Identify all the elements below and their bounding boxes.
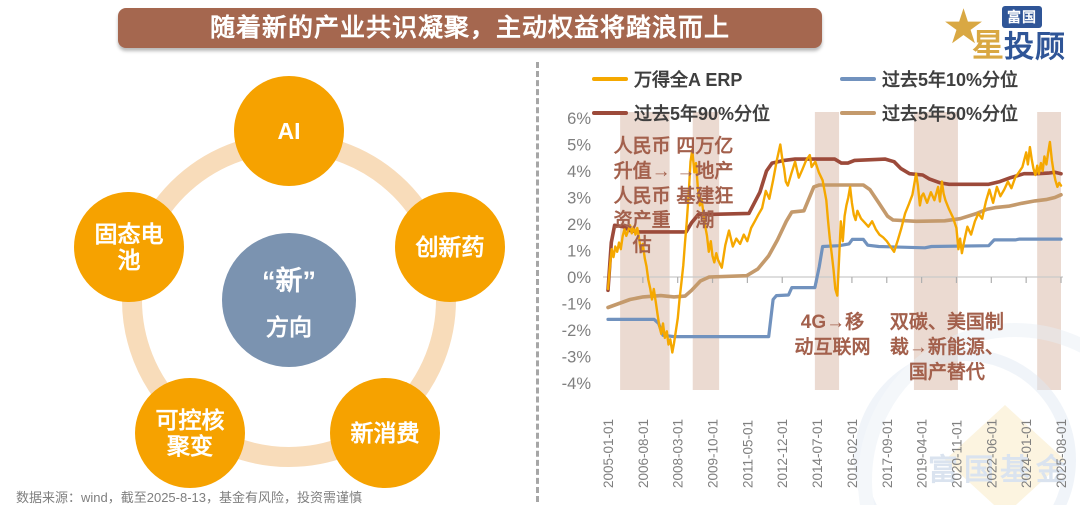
- x-tick-label: 2011-05-01: [740, 420, 755, 488]
- diagram-node-new-consumption: 新消费: [330, 378, 440, 488]
- diagram-center-circle: “新” 方向: [222, 233, 356, 367]
- erp-chart: 富国基金 2005-01-01 2006-08-01 2008-03-01 2009-1…: [545, 60, 1080, 505]
- diagram-node-label: 创新药: [415, 233, 485, 260]
- highlight-band: [913, 112, 958, 390]
- legend-line-swatch: [592, 111, 628, 115]
- y-tick-label: 0%: [567, 269, 591, 287]
- series-line: [606, 157, 1063, 293]
- x-tick-label: 2009-10-01: [706, 419, 721, 488]
- y-tick-label: -2%: [562, 322, 592, 340]
- x-tick-label: 2014-07-01: [810, 419, 825, 488]
- y-tick-label: -1%: [562, 296, 592, 314]
- legend-label: 过去5年90%分位: [634, 104, 771, 124]
- y-tick-label: 2%: [567, 216, 591, 234]
- watermark: 富国基金: [854, 323, 1080, 505]
- series-line: [606, 183, 1063, 310]
- x-tick-label: 2022-06-01: [984, 419, 999, 488]
- diagram-node-fusion: 可控核聚变: [135, 378, 245, 488]
- legend-line-swatch: [592, 77, 628, 81]
- diagram-node-label: 可控核聚变: [155, 406, 225, 459]
- x-tick-label: 2012-12-01: [775, 419, 790, 488]
- x-tick-label: 2008-03-01: [671, 419, 686, 488]
- new-directions-diagram: AI 创新药 固态电池 可控核聚变 新消费 “新” 方向: [0, 55, 530, 488]
- svg-text:富国基金: 富国基金: [928, 453, 1072, 487]
- diagram-node-innovative-drugs: 创新药: [395, 192, 505, 302]
- legend-label: 万得全A ERP: [634, 70, 743, 90]
- x-tick-label: 2019-04-01: [915, 419, 930, 488]
- y-tick-label: -4%: [562, 375, 592, 393]
- logo-brand-badge: 富国: [1002, 6, 1042, 28]
- fullgoal-logo: ★ 富国 星 投顾: [942, 1, 1080, 65]
- x-tick-label: 2005-01-01: [601, 419, 616, 488]
- legend-item: 万得全A ERP: [592, 66, 840, 92]
- legend-line-swatch: [840, 111, 876, 115]
- page-title: 随着新的产业共识凝聚，主动权益将踏浪而上: [118, 8, 822, 48]
- legend-item: 过去5年10%分位: [840, 66, 1018, 92]
- diagram-node-solid-state-battery: 固态电池: [74, 192, 184, 302]
- legend-item: 过去5年50%分位: [840, 100, 1018, 126]
- y-tick-label: -3%: [562, 349, 592, 367]
- x-tick-label: 2025-08-01: [1054, 419, 1069, 488]
- erp-chart-svg: 富国基金 2005-01-01 2006-08-01 2008-03-01 2009-1…: [562, 110, 1080, 505]
- x-tick-label: 2020-11-01: [949, 420, 964, 488]
- series-line: [606, 140, 1063, 354]
- x-tick-label: 2024-01-01: [1019, 419, 1034, 488]
- diagram-node-ai: AI: [234, 76, 344, 186]
- y-tick-label: 4%: [567, 163, 591, 181]
- y-tick-label: 1%: [567, 243, 591, 261]
- x-tick-label: 2006-08-01: [636, 419, 651, 488]
- section-divider: [536, 62, 539, 502]
- logo-text-tougu: 投顾: [1004, 31, 1066, 64]
- chart-legend: 万得全A ERP 过去5年10%分位过去5年90%分位 过去5年50%分位: [592, 66, 1018, 126]
- highlight-band: [814, 112, 840, 390]
- center-label-line1: “新”: [262, 265, 316, 296]
- x-tick-label: 2016-02-01: [845, 419, 860, 488]
- legend-item: 过去5年90%分位: [592, 100, 840, 126]
- source-note: 数据来源：wind，截至2025-8-13，基金有风险，投资需谨慎: [16, 490, 363, 505]
- y-tick-label: 6%: [567, 110, 591, 128]
- logo-text-xing: 星: [972, 27, 1005, 63]
- diagram-node-label: 新消费: [350, 419, 420, 446]
- y-tick-label: 5%: [567, 137, 591, 155]
- legend-line-swatch: [840, 77, 876, 81]
- legend-label: 过去5年50%分位: [882, 104, 1019, 124]
- highlight-band: [692, 112, 720, 390]
- diagram-node-label: AI: [277, 117, 301, 144]
- diagram-node-label: 固态电池: [94, 220, 164, 273]
- star-icon: ★: [942, 1, 986, 54]
- y-tick-label: 3%: [567, 190, 591, 208]
- x-tick-label: 2017-09-01: [880, 419, 895, 488]
- legend-label: 过去5年10%分位: [882, 70, 1019, 90]
- center-label-line2: 方向: [266, 313, 312, 340]
